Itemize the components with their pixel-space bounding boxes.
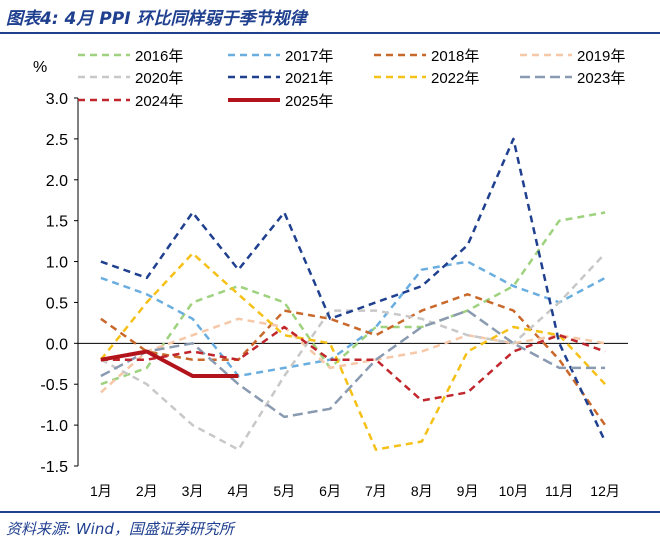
- legend-label: 2022年: [431, 70, 479, 87]
- ppi-mom-line-chart: 3.0 2.5 2.0 1.5 1.0 0.5 0.0 -0.5 -1.0 -1.5% 1月 2月 3月…: [33, 48, 628, 499]
- title-divider: [0, 32, 660, 34]
- legend-label: 2020年: [135, 70, 183, 87]
- y-tick-label: 1.0: [46, 255, 68, 272]
- legend-label: 2016年: [135, 48, 183, 65]
- y-tick-label: 0.5: [46, 295, 68, 312]
- legend-label: 2024年: [135, 93, 183, 110]
- legend-label: 2021年: [285, 70, 333, 87]
- legend-label: 2017年: [285, 48, 333, 65]
- legend-label: 2018年: [431, 48, 479, 65]
- series-line-2019年: [100, 317, 606, 394]
- x-tick-label: 1月: [90, 483, 112, 499]
- y-axis-unit: %: [33, 59, 47, 76]
- x-tick-label: 3月: [182, 483, 204, 499]
- x-tick-label: 11月: [545, 483, 574, 499]
- x-tick-label: 2月: [136, 483, 158, 499]
- x-tick-label: 7月: [365, 483, 387, 499]
- y-tick-label: 0.0: [46, 336, 68, 353]
- legend-label: 2019年: [577, 48, 625, 65]
- x-tick-label: 6月: [319, 483, 341, 499]
- chart-title: 图表4: 4月 PPI 环比同样弱于季节规律: [6, 9, 307, 29]
- x-tick-label: 5月: [273, 483, 295, 499]
- series-line-2016年: [100, 211, 606, 386]
- series-line-2022年: [99, 252, 607, 451]
- series-line-2017年: [100, 260, 606, 378]
- source-note: 资料来源: Wind，国盛证券研究所: [6, 520, 234, 538]
- series-line-2020年: [100, 252, 607, 451]
- y-tick-label: 2.0: [46, 173, 68, 190]
- x-tick-label: 4月: [228, 483, 250, 499]
- legend-label: 2025年: [285, 93, 333, 110]
- series-line-2023年: [100, 309, 606, 419]
- series-line-2024年: [100, 325, 606, 402]
- y-tick-label: 1.5: [46, 214, 68, 231]
- legend: 2016年 2017年 2018年 2019年 2020年 2021年 2022年 2023年…: [78, 48, 625, 110]
- series-layer: [99, 137, 607, 451]
- y-tick-label: -1.0: [40, 418, 68, 435]
- y-tick-label: -0.5: [40, 377, 68, 394]
- axes: 3.0 2.5 2.0 1.5 1.0 0.5 0.0 -0.5 -1.0 -1.5% 1月 2月 3月…: [33, 59, 628, 499]
- series-line-2025年: [100, 349, 239, 378]
- y-tick-label: 2.5: [46, 132, 68, 149]
- y-tick-label: 3.0: [46, 91, 68, 108]
- legend-label: 2023年: [577, 70, 625, 87]
- y-tick-label: -1.5: [40, 459, 68, 476]
- series-line-2018年: [100, 293, 607, 426]
- x-tick-label: 10月: [499, 483, 529, 499]
- x-tick-label: 8月: [411, 483, 433, 499]
- x-tick-label: 12月: [590, 483, 620, 499]
- x-tick-label: 9月: [457, 483, 479, 499]
- source-divider: [0, 511, 660, 513]
- series-line-2021年: [100, 137, 607, 443]
